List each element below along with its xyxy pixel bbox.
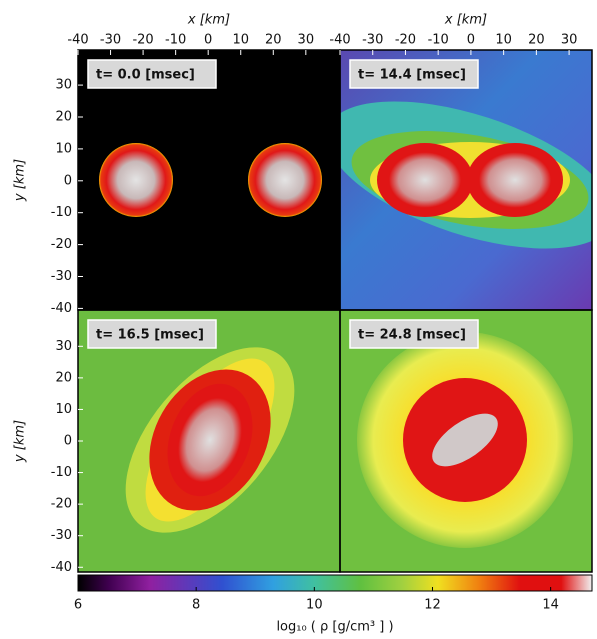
panel-image — [340, 310, 592, 572]
x-tick-label: 20 — [528, 33, 545, 48]
x-tick-label: 30 — [561, 33, 578, 48]
x-axis-label: x [km] — [187, 13, 230, 28]
x-tick-label: -20 — [132, 33, 153, 48]
colorbar-tick-label: 6 — [74, 598, 82, 613]
colorbar-tick-label: 10 — [306, 598, 323, 613]
y-tick-label: -10 — [51, 205, 72, 220]
annotation: t= 24.8 [msec] — [358, 328, 466, 343]
x-tick-label: 30 — [298, 33, 315, 48]
y-tick-label: -40 — [51, 560, 72, 575]
y-tick-label: -30 — [51, 528, 72, 543]
y-tick-label: -20 — [51, 497, 72, 512]
panel-image — [78, 50, 340, 310]
y-axis-label: y [km] — [13, 159, 28, 202]
colorbar — [78, 575, 592, 591]
figure: -40 -30 -20 -10 0 10 20 30 -40 -30 -20 -10 0 10 20 30 x … — [0, 0, 597, 635]
x-tick-label: -30 — [100, 33, 121, 48]
y-tick-label: -20 — [51, 237, 72, 252]
x-tick-label: -30 — [362, 33, 383, 48]
colorbar-tick-label: 12 — [424, 598, 441, 613]
y-tick-label: 20 — [55, 109, 72, 124]
x-axis-label: x [km] — [444, 13, 487, 28]
y-tick-label: 0 — [64, 434, 72, 449]
y-tick-label: 20 — [55, 370, 72, 385]
x-tick-label: -10 — [165, 33, 186, 48]
annotation: t= 0.0 [msec] — [96, 68, 195, 83]
colorbar-tick-label: 14 — [542, 598, 559, 613]
x-tick-label: 20 — [265, 33, 282, 48]
x-tick-label: 0 — [467, 33, 475, 48]
page: -40 -30 -20 -10 0 10 20 30 -40 -30 -20 -10 0 10 20 30 x … — [0, 0, 597, 639]
annotation: t= 16.5 [msec] — [96, 328, 204, 343]
panel-image — [78, 310, 340, 572]
x-tick-label: 10 — [495, 33, 512, 48]
x-tick-label: -20 — [395, 33, 416, 48]
colorbar-label: log₁₀ ( ρ [g/cm³ ] ) — [276, 620, 393, 635]
y-tick-label: 30 — [55, 78, 72, 93]
x-tick-label: -40 — [329, 33, 350, 48]
y-tick-label: 10 — [55, 402, 72, 417]
panel-image — [309, 50, 597, 310]
annotation: t= 14.4 [msec] — [358, 68, 466, 83]
x-tick-label: 0 — [204, 33, 212, 48]
x-tick-label: -40 — [67, 33, 88, 48]
y-tick-label: -40 — [51, 301, 72, 316]
x-tick-label: -10 — [428, 33, 449, 48]
colorbar-tick-label: 8 — [192, 598, 200, 613]
y-tick-label: 0 — [64, 173, 72, 188]
y-axis-label: y [km] — [13, 420, 28, 463]
y-tick-label: 10 — [55, 141, 72, 156]
y-tick-label: -30 — [51, 269, 72, 284]
x-tick-label: 10 — [232, 33, 249, 48]
y-tick-label: 30 — [55, 339, 72, 354]
y-tick-label: -10 — [51, 465, 72, 480]
